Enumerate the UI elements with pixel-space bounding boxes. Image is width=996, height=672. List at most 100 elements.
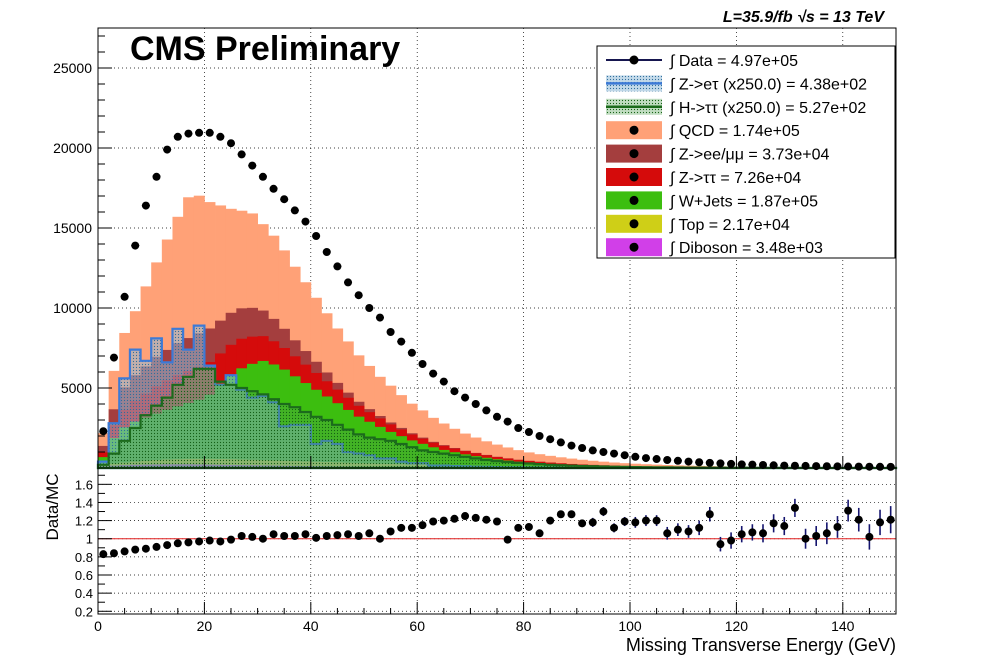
legend-entry: ∫ Top = 2.17e+04 xyxy=(606,214,790,234)
legend-entry: ∫ H->ττ (x250.0) = 5.27e+02 xyxy=(606,98,866,117)
data-point xyxy=(450,387,459,396)
data-point xyxy=(673,456,682,465)
data-point xyxy=(535,432,544,440)
data-point xyxy=(269,184,278,193)
ratio-point xyxy=(865,532,874,541)
stack-bar xyxy=(630,463,642,468)
ratio-point xyxy=(269,530,278,539)
ratio-point xyxy=(812,532,821,541)
stack-bar xyxy=(502,447,514,468)
ratio-point xyxy=(514,523,523,532)
legend-stack-marker xyxy=(629,149,639,159)
data-point xyxy=(716,459,725,468)
legend-label: ∫ Data = 4.97e+05 xyxy=(669,53,798,70)
data-point xyxy=(567,441,576,450)
ratio-point xyxy=(652,516,661,525)
data-point xyxy=(418,360,427,368)
ratio-point xyxy=(141,544,150,553)
ratio-point xyxy=(790,503,799,512)
data-point xyxy=(184,129,193,138)
ratio-point xyxy=(567,510,576,519)
stack-bar xyxy=(544,455,556,468)
legend-stack-marker xyxy=(629,172,639,182)
data-point xyxy=(588,446,597,455)
stack-bar xyxy=(598,461,610,468)
legend-stack-marker xyxy=(629,242,639,252)
stack-bar xyxy=(576,459,588,468)
ratio-point xyxy=(312,533,321,542)
ratio-point xyxy=(163,541,172,550)
data-point xyxy=(312,232,321,240)
ratio-point xyxy=(482,515,491,524)
data-point xyxy=(790,461,799,470)
data-point xyxy=(258,172,267,181)
legend-label: ∫ QCD = 1.74e+05 xyxy=(669,123,800,140)
data-point xyxy=(876,462,885,471)
ratio-point xyxy=(439,516,448,525)
ratio-point xyxy=(588,518,597,527)
experiment-label: CMS Preliminary xyxy=(130,30,400,68)
ratio-point xyxy=(854,515,863,524)
ratio-x-tick-label: 20 xyxy=(197,618,213,634)
data-point xyxy=(705,458,714,467)
ratio-point xyxy=(429,517,438,526)
data-point xyxy=(280,195,289,204)
legend-entry: ∫ QCD = 1.74e+05 xyxy=(606,121,800,140)
ratio-x-tick-label: 140 xyxy=(831,618,855,634)
ratio-point xyxy=(322,532,331,541)
legend-stack-marker xyxy=(629,125,639,135)
stack-bar xyxy=(587,460,599,468)
ratio-x-tick-label: 120 xyxy=(725,618,749,634)
data-point xyxy=(652,455,661,464)
ratio-point xyxy=(748,528,757,537)
ratio-point xyxy=(375,534,384,543)
ratio-point xyxy=(578,519,587,528)
ratio-point xyxy=(663,529,672,538)
legend-label: ∫ Z->ττ = 7.26e+04 xyxy=(669,170,801,187)
data-point xyxy=(99,427,108,436)
stack-bar xyxy=(555,457,567,468)
data-point xyxy=(822,462,831,471)
ratio-point xyxy=(535,529,544,538)
data-point xyxy=(173,132,182,141)
ratio-point xyxy=(450,514,459,523)
legend-entry: ∫ Data = 4.97e+05 xyxy=(606,53,798,70)
data-point xyxy=(759,460,767,469)
ratio-point xyxy=(407,523,416,532)
data-point xyxy=(301,217,310,226)
ratio-point xyxy=(759,529,767,538)
data-point xyxy=(844,462,853,471)
ratio-point xyxy=(705,510,714,519)
data-point xyxy=(375,313,384,322)
data-point xyxy=(865,462,874,471)
ratio-x-tick-label: 40 xyxy=(303,618,319,634)
ratio-point xyxy=(131,545,140,554)
ratio-x-tick-label: 100 xyxy=(618,618,642,634)
ratio-point xyxy=(386,527,395,536)
ratio-point xyxy=(684,527,693,536)
ratio-point xyxy=(822,529,831,538)
ratio-point xyxy=(344,530,353,539)
data-point xyxy=(503,417,512,426)
data-point xyxy=(290,206,299,215)
ratio-point xyxy=(641,516,650,525)
data-point xyxy=(152,172,161,181)
ratio-point xyxy=(99,550,108,559)
ratio-point xyxy=(716,540,725,549)
data-point xyxy=(695,458,704,467)
main-y-tick-label: 10000 xyxy=(53,300,92,316)
ratio-axes: 0.2 0.4 0.6 0.8 1 1.2 1.4 1.6 0 20 40 60 80 100 120 140 xyxy=(75,474,870,634)
legend-label: ∫ Z->eτ (x250.0) = 4.38e+02 xyxy=(669,76,867,93)
ratio-y-tick-label: 1.2 xyxy=(75,514,93,529)
ratio-point xyxy=(365,529,374,538)
legend-stack-marker xyxy=(629,195,639,205)
legend-data-marker xyxy=(629,55,639,65)
ratio-point xyxy=(524,522,533,531)
ratio-point xyxy=(886,515,895,524)
data-point xyxy=(482,406,491,415)
ratio-point xyxy=(503,535,512,544)
data-point xyxy=(854,462,863,471)
data-point xyxy=(439,377,448,386)
ratio-y-tick-label: 1.6 xyxy=(75,477,93,492)
main-y-tick-label: 15000 xyxy=(53,220,92,236)
